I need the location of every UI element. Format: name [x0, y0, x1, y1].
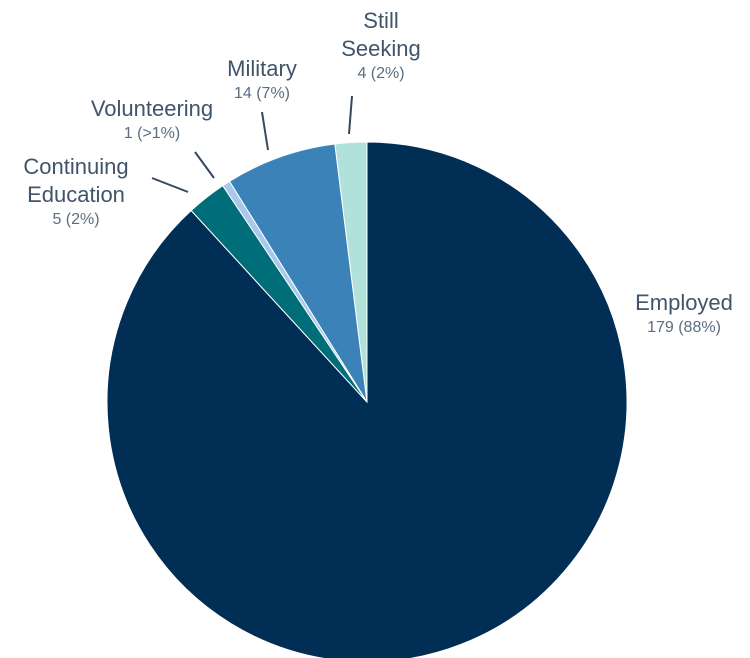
slice-value-still-seeking: 4 (2%): [357, 65, 404, 82]
slice-label-continuing-education-line-1: Continuing: [23, 154, 128, 179]
pie-slice-employed: [106, 141, 628, 658]
slice-label-employed: Employed: [635, 290, 733, 315]
pie-slice-military: [228, 143, 368, 403]
slice-label-continuing-education-line-2: Education: [27, 182, 125, 207]
slice-label-still-seeking-line-1: Still: [363, 8, 398, 33]
slice-value-military: 14 (7%): [234, 85, 290, 102]
leader-line-military: [261, 111, 269, 151]
slice-value-continuing-education: 5 (2%): [52, 211, 99, 228]
leader-line-still-seeking: [348, 95, 353, 135]
slice-value-employed: 179 (88%): [647, 319, 721, 336]
pie-labels: Employed 179 (88%) Continuing Education 5 (2…: [23, 8, 733, 336]
slice-label-still-seeking-line-2: Seeking: [341, 36, 421, 61]
slice-label-volunteering: Volunteering: [91, 96, 213, 121]
pie-slices: [106, 141, 628, 658]
pie-slice-still-seeking: [334, 141, 368, 403]
leader-line-continuing-education: [151, 177, 189, 193]
slice-value-volunteering: 1 (>1%): [124, 125, 180, 142]
leader-line-volunteering: [194, 151, 215, 179]
slice-label-military: Military: [227, 56, 297, 81]
